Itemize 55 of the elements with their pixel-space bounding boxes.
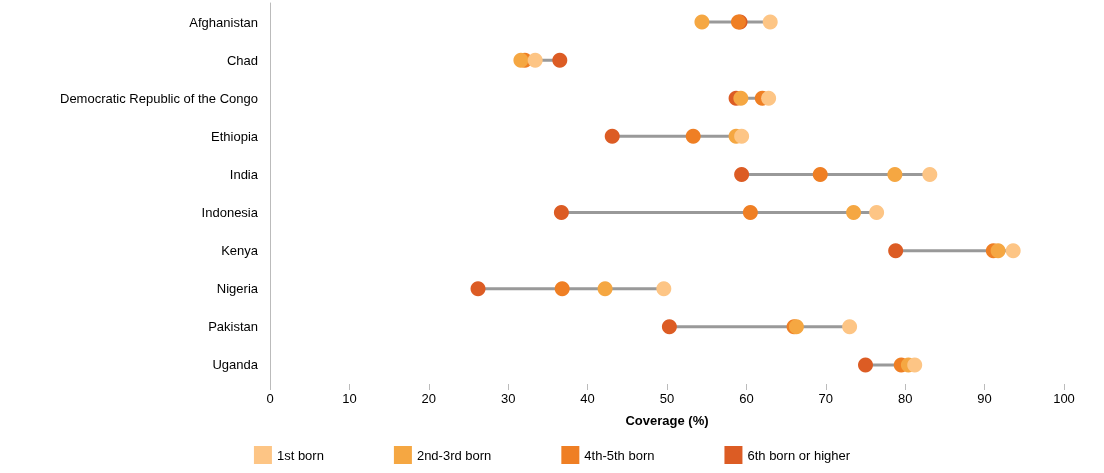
legend-label: 1st born	[276, 447, 324, 463]
point	[734, 166, 750, 182]
y-tick-label: Afghanistan	[189, 14, 258, 30]
y-tick-label: Ethiopia	[211, 128, 259, 144]
point	[858, 357, 873, 373]
point	[842, 319, 858, 335]
point	[661, 319, 677, 335]
point	[470, 281, 486, 297]
legend-label: 4th-5th born	[584, 447, 655, 463]
point	[553, 205, 569, 221]
x-tick-label: 90	[977, 391, 992, 406]
point	[907, 357, 923, 373]
x-tick-label: 60	[739, 391, 754, 406]
point	[685, 128, 701, 144]
y-tick-label: Uganda	[212, 357, 259, 373]
point	[513, 52, 529, 68]
point	[990, 243, 1006, 259]
x-tick-label: 70	[818, 391, 834, 406]
x-tick-label: 10	[342, 391, 357, 406]
y-tick-label: Nigeria	[216, 281, 259, 297]
legend-label: 2nd-3rd born	[416, 447, 492, 463]
y-tick-label: Democratic Republic of the Congo	[60, 90, 258, 106]
x-tick-label: 40	[580, 391, 595, 406]
point	[742, 205, 758, 221]
x-tick-label: 100	[1053, 391, 1075, 406]
x-tick-label: 0	[266, 391, 274, 406]
point	[527, 52, 543, 68]
point	[888, 243, 904, 259]
x-tick-label: 80	[897, 391, 913, 406]
point	[604, 128, 620, 144]
y-tick-label: Indonesia	[201, 205, 259, 221]
x-tick-label: 30	[500, 391, 516, 406]
point	[656, 281, 672, 297]
point	[734, 128, 750, 144]
y-tick-label: Chad	[226, 52, 258, 68]
point	[552, 52, 568, 68]
point	[887, 166, 903, 182]
y-tick-label: Kenya	[221, 243, 259, 259]
point	[812, 166, 828, 182]
point	[761, 90, 777, 106]
point	[733, 90, 749, 106]
y-tick-label: India	[229, 166, 259, 182]
point	[694, 14, 710, 30]
x-tick-label: 50	[659, 391, 675, 406]
point	[597, 281, 613, 297]
point	[869, 205, 885, 221]
x-tick-label: 20	[421, 391, 437, 406]
point	[762, 14, 778, 30]
point	[846, 205, 862, 221]
x-axis-title: Coverage (%)	[625, 413, 709, 428]
y-tick-label: Pakistan	[208, 319, 258, 335]
point	[1005, 243, 1021, 259]
legend-label: 6th born or higher	[747, 447, 851, 463]
point	[922, 166, 938, 182]
point	[554, 281, 570, 297]
